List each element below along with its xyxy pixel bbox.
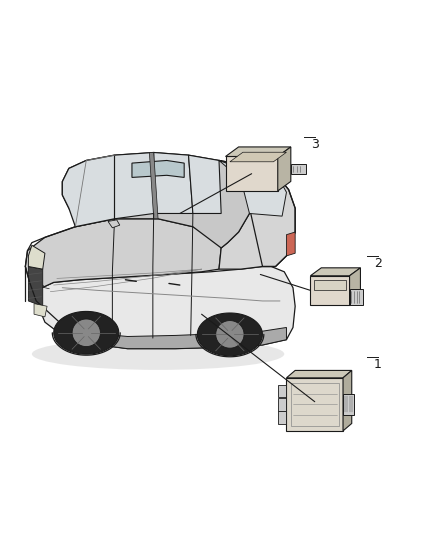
Polygon shape [62, 155, 115, 227]
Polygon shape [34, 304, 47, 317]
Polygon shape [28, 245, 45, 269]
Polygon shape [311, 276, 350, 305]
Polygon shape [226, 147, 291, 157]
Polygon shape [154, 152, 193, 214]
Polygon shape [286, 378, 343, 431]
Polygon shape [286, 232, 295, 256]
Polygon shape [36, 266, 295, 349]
Polygon shape [278, 398, 286, 411]
Polygon shape [28, 266, 43, 306]
Polygon shape [198, 313, 262, 356]
Polygon shape [343, 370, 352, 431]
Text: 3: 3 [311, 138, 319, 151]
Polygon shape [311, 268, 360, 276]
Polygon shape [62, 325, 286, 349]
Text: 2: 2 [374, 257, 382, 270]
Polygon shape [286, 370, 352, 378]
Polygon shape [219, 160, 295, 269]
Polygon shape [350, 289, 363, 305]
Polygon shape [350, 268, 360, 305]
Polygon shape [278, 385, 286, 398]
Polygon shape [291, 164, 306, 174]
Polygon shape [72, 319, 100, 346]
Polygon shape [25, 219, 221, 290]
Polygon shape [132, 160, 184, 177]
Ellipse shape [32, 338, 284, 370]
Polygon shape [115, 152, 154, 219]
Polygon shape [278, 411, 286, 424]
Polygon shape [230, 152, 286, 162]
Polygon shape [149, 152, 158, 219]
Polygon shape [188, 155, 221, 214]
Polygon shape [343, 394, 354, 415]
Polygon shape [226, 157, 278, 191]
Polygon shape [278, 147, 291, 191]
Polygon shape [314, 280, 346, 290]
Text: 1: 1 [374, 358, 382, 371]
Polygon shape [216, 320, 244, 348]
Polygon shape [54, 311, 119, 354]
Polygon shape [219, 160, 286, 216]
Polygon shape [62, 152, 256, 248]
Polygon shape [108, 220, 120, 228]
